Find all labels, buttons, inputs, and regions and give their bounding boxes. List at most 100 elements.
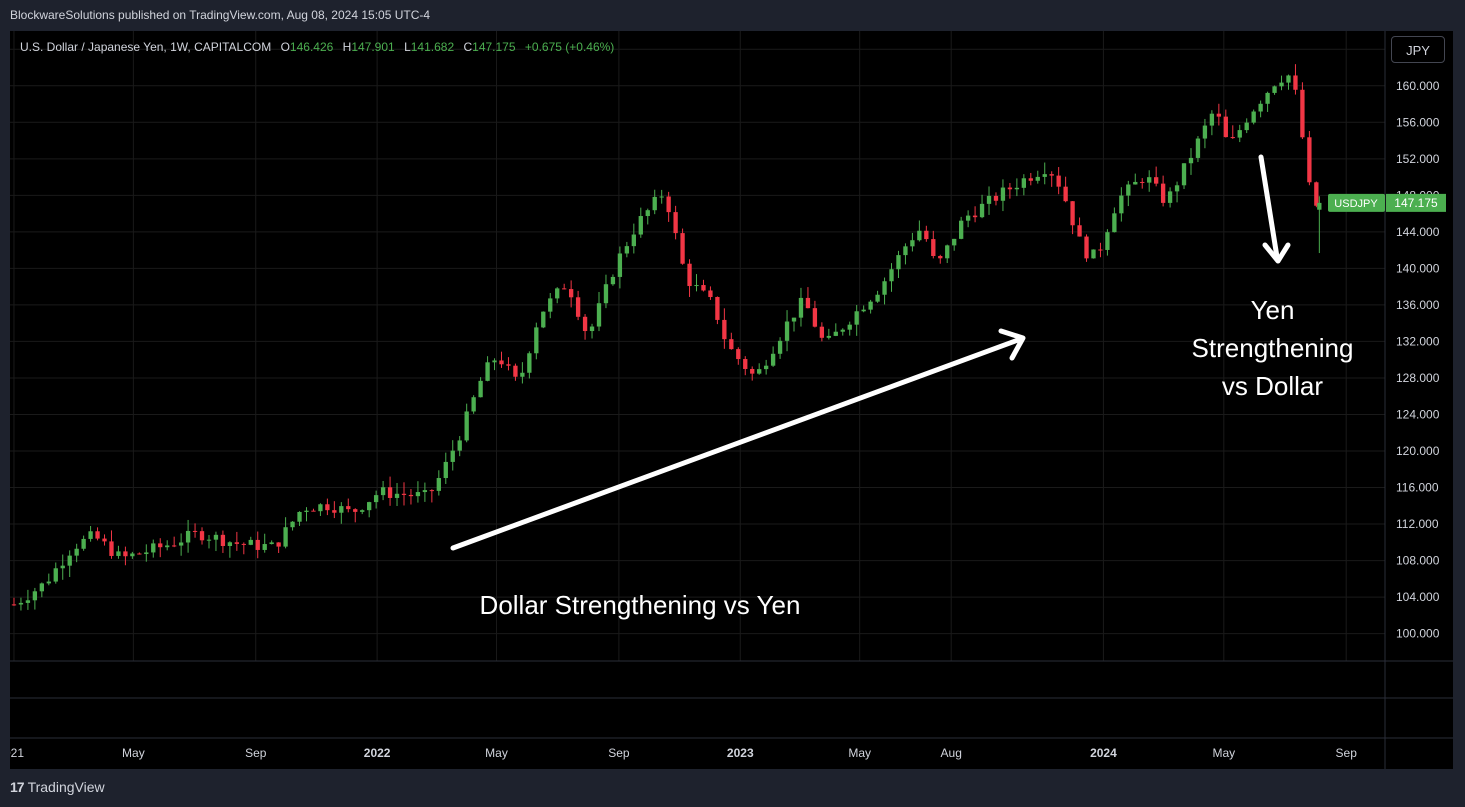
candle-body xyxy=(1223,116,1228,138)
candle-body xyxy=(109,541,114,556)
candle-body xyxy=(137,553,142,555)
yen-strengthening-annotation: Yen Strengthening vs Dollar xyxy=(1165,291,1380,405)
x-tick-label: May xyxy=(1212,746,1235,760)
candle-body xyxy=(46,581,51,584)
candle-body xyxy=(227,542,233,546)
candle-body xyxy=(422,490,428,493)
candle-body xyxy=(353,509,358,512)
candle-body xyxy=(798,297,804,318)
candle-body xyxy=(736,349,741,360)
candle-body xyxy=(638,216,643,235)
candle-body xyxy=(1070,201,1075,226)
candle-body xyxy=(1098,249,1103,251)
low-label: L xyxy=(404,40,411,54)
candle-body xyxy=(332,510,337,513)
candle-body xyxy=(568,289,574,298)
symbol-tag-text: USDJPY xyxy=(1334,198,1378,210)
candle-body xyxy=(95,531,100,539)
annotation-line-3: vs Dollar xyxy=(1221,371,1324,401)
candle-body xyxy=(582,316,588,332)
candle-body xyxy=(694,285,699,287)
candle-body xyxy=(875,294,880,302)
x-tick-label: Sep xyxy=(608,746,630,760)
y-tick-label: 112.000 xyxy=(1396,517,1439,531)
candle-body xyxy=(659,196,664,198)
candle-body xyxy=(1286,75,1291,83)
candle-body xyxy=(555,288,560,299)
candle-body xyxy=(297,511,302,522)
candle-body xyxy=(165,545,170,548)
candle-body xyxy=(520,372,525,377)
candle-body xyxy=(527,353,532,373)
y-tick-label: 160.000 xyxy=(1396,79,1440,93)
candle-body xyxy=(172,545,177,547)
candle-body xyxy=(945,245,950,259)
candle-body xyxy=(750,368,755,374)
candle-body xyxy=(1126,184,1131,196)
high-label: H xyxy=(342,40,352,54)
candle-body xyxy=(1147,177,1152,183)
candle-body xyxy=(492,360,497,363)
candle-body xyxy=(1216,113,1222,117)
chart-panel[interactable]: 100.000 104.000 108.000 112.000 116.000 120.0… xyxy=(10,31,1453,769)
y-tick-label: 120.000 xyxy=(1396,444,1440,458)
candle-body xyxy=(304,510,309,512)
candle-body xyxy=(596,303,602,327)
y-tick-label: 128.000 xyxy=(1396,371,1440,385)
candle-body xyxy=(241,543,246,545)
candle-body xyxy=(534,327,539,354)
candle-body xyxy=(1007,187,1013,190)
candle-body xyxy=(290,521,295,528)
candle-body xyxy=(325,504,330,511)
candle-body xyxy=(979,203,985,218)
candle-body xyxy=(1154,177,1159,184)
currency-button[interactable]: JPY xyxy=(1391,36,1445,63)
candle-body xyxy=(1167,191,1173,203)
open-value: 146.426 xyxy=(289,40,334,54)
candle-body xyxy=(178,542,184,546)
candle-body xyxy=(757,369,762,374)
candle-body xyxy=(1174,185,1180,192)
candle-body xyxy=(67,555,72,566)
x-tick-label: Sep xyxy=(245,746,267,760)
candle-body xyxy=(673,212,678,234)
candle-body xyxy=(429,490,435,492)
symbol-description: U.S. Dollar / Japanese Yen, 1W, CAPITALC… xyxy=(20,40,272,54)
candle-body xyxy=(631,234,636,247)
candle-body xyxy=(283,527,288,547)
candle-body xyxy=(1300,89,1305,138)
candle-body xyxy=(1317,202,1322,210)
y-tick-label: 156.000 xyxy=(1396,115,1440,129)
candle-body xyxy=(1105,232,1110,250)
candle-body xyxy=(457,440,462,451)
y-tick-label: 108.000 xyxy=(1396,554,1440,568)
candle-body xyxy=(1140,181,1145,183)
candle-body xyxy=(192,530,198,532)
candlestick-chart[interactable]: 100.000 104.000 108.000 112.000 116.000 120.0… xyxy=(10,31,1453,769)
candle-body xyxy=(11,604,17,606)
candle-body xyxy=(889,269,894,282)
y-tick-label: 144.000 xyxy=(1396,225,1440,239)
candle-body xyxy=(311,510,316,512)
candle-body xyxy=(213,534,219,540)
candle-body xyxy=(220,534,226,546)
tradingview-logo[interactable]: 17 TradingView xyxy=(10,779,105,795)
y-tick-label: 132.000 xyxy=(1396,334,1440,348)
candle-body xyxy=(81,538,86,549)
candle-body xyxy=(450,450,455,462)
candle-body xyxy=(917,230,922,241)
candle-body xyxy=(262,544,267,550)
low-value: 141.682 xyxy=(410,40,455,54)
price-tag xyxy=(1386,193,1446,212)
price-tag-text: 147.175 xyxy=(1394,196,1438,210)
candle-body xyxy=(506,364,511,366)
candle-body xyxy=(743,359,748,369)
candle-body xyxy=(1014,187,1020,190)
candle-body xyxy=(116,551,121,556)
candle-body xyxy=(123,551,128,557)
dollar-strengthening-annotation: Dollar Strengthening vs Yen xyxy=(479,590,801,620)
candle-body xyxy=(708,290,713,298)
uptrend-arrow-line xyxy=(450,337,1021,551)
candle-body xyxy=(1160,183,1166,203)
candle-body xyxy=(645,210,650,217)
